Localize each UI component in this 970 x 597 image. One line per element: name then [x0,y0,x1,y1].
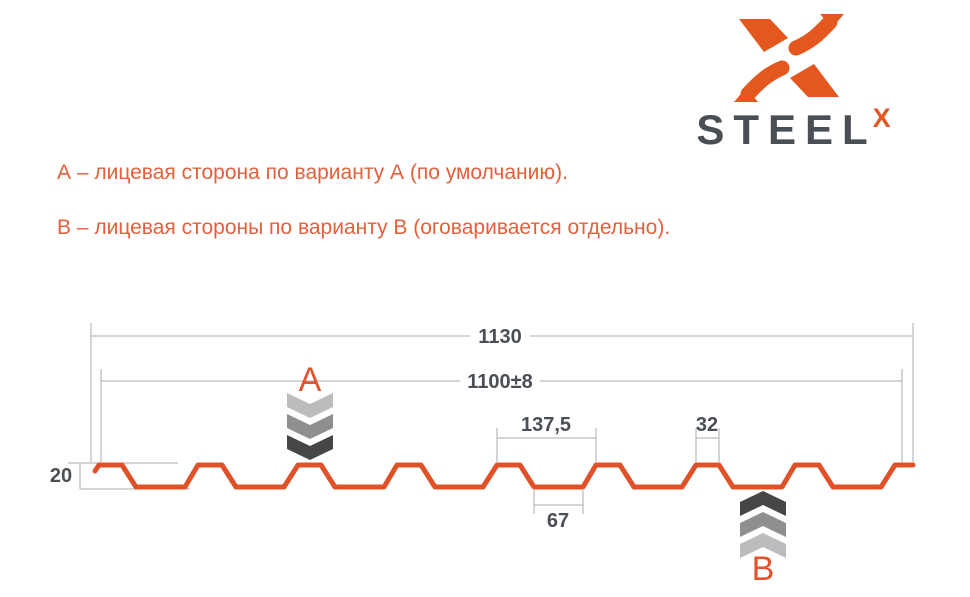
chevron-up-icon [740,491,786,516]
overall-width-value: 1130 [478,326,521,348]
chevron-down-icon [287,393,333,418]
profile-cross-section [92,462,916,490]
steelx-x-icon [734,14,844,102]
dimension-overall-width: 1130 [90,323,914,462]
chevron-up-icon [740,512,786,537]
logo-hook-top-right [788,14,838,56]
dimension-pitch: 137,5 [496,414,597,462]
dimension-working-width: 1100±8 [100,369,903,462]
chevron-up-icon [740,533,786,558]
dimension-crest-width: 32 [695,414,720,462]
note-side-a: А – лицевая сторона по варианту А (по ум… [57,161,568,184]
brand-wordmark: STEEL X [687,105,890,153]
brand-superscript-x: X [872,103,891,133]
logo-wedge-bottom-right [790,64,839,97]
crest-width-value: 32 [696,414,718,436]
chevron-down-icon [287,435,333,460]
steelx-logo: STEEL X [664,13,914,151]
chevron-down-icon [287,414,333,439]
working-width-value: 1100±8 [467,371,533,393]
profile-drawing: 1130 1100±8 А 137,5 3 [50,323,916,588]
note-side-b: В – лицевая стороны по варианту В (огова… [57,216,671,239]
marker-side-a: А [287,361,333,460]
height-value: 20 [50,465,72,487]
dimension-valley-width: 67 [533,490,584,532]
side-a-letter: А [299,361,322,399]
brand-name: STEEL [696,106,877,153]
valley-width-value: 67 [547,510,569,532]
side-b-letter: В [752,550,775,588]
pitch-value: 137,5 [521,414,571,436]
logo-hook-bottom-left [740,60,790,102]
legend-notes: А – лицевая сторона по варианту А (по ум… [57,161,670,271]
marker-side-b: В [740,491,786,588]
logo-wedge-top-left [739,19,788,52]
